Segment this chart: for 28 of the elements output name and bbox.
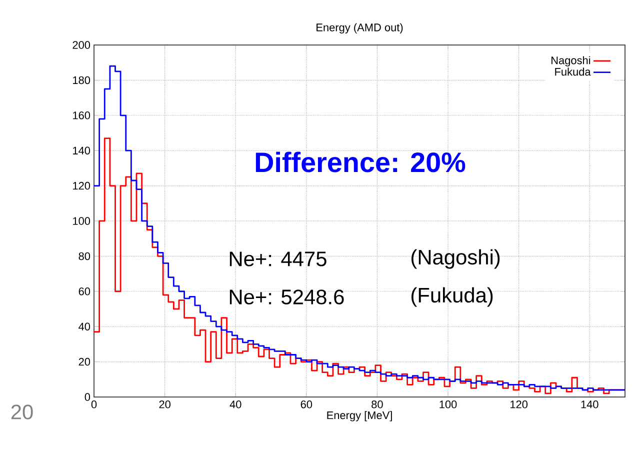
- y-tick-label: 200: [72, 41, 90, 49]
- annotation: (Nagoshi): [412, 249, 500, 269]
- y-tick-label: 100: [73, 217, 90, 225]
- y-tick-label: 140: [73, 146, 90, 154]
- y-tick-label: 160: [73, 112, 90, 120]
- annotation: Ne+: 4475: [230, 252, 326, 266]
- x-tick-label: 40: [230, 400, 242, 408]
- x-axis-title: Energy [MeV]: [327, 411, 392, 422]
- y-tick-label: 60: [78, 288, 90, 296]
- annotation: (Fukuda): [412, 287, 493, 307]
- y-tick-label: 20: [78, 358, 90, 366]
- y-tick-label: 0: [84, 393, 90, 401]
- x-tick-label: 80: [372, 400, 383, 408]
- x-tick-label: 100: [440, 400, 457, 408]
- y-tick-label: 80: [78, 252, 90, 260]
- x-tick-label: 140: [581, 400, 598, 408]
- x-tick-label: 20: [159, 400, 170, 408]
- y-tick-label: 180: [73, 76, 90, 84]
- y-tick-label: 120: [73, 182, 90, 190]
- annotation: Difference: 20%: [256, 152, 466, 172]
- legend-label: Nagoshi: [552, 56, 590, 66]
- annotation: Ne+: 5248.6: [230, 290, 344, 304]
- x-tick-label: 120: [510, 400, 528, 408]
- x-tick-label: 0: [91, 400, 97, 408]
- legend-label: Fukuda: [555, 68, 591, 76]
- chart-title: Energy (AMD out): [316, 23, 403, 34]
- y-tick-label: 40: [78, 322, 90, 330]
- x-tick-label: 60: [300, 400, 312, 408]
